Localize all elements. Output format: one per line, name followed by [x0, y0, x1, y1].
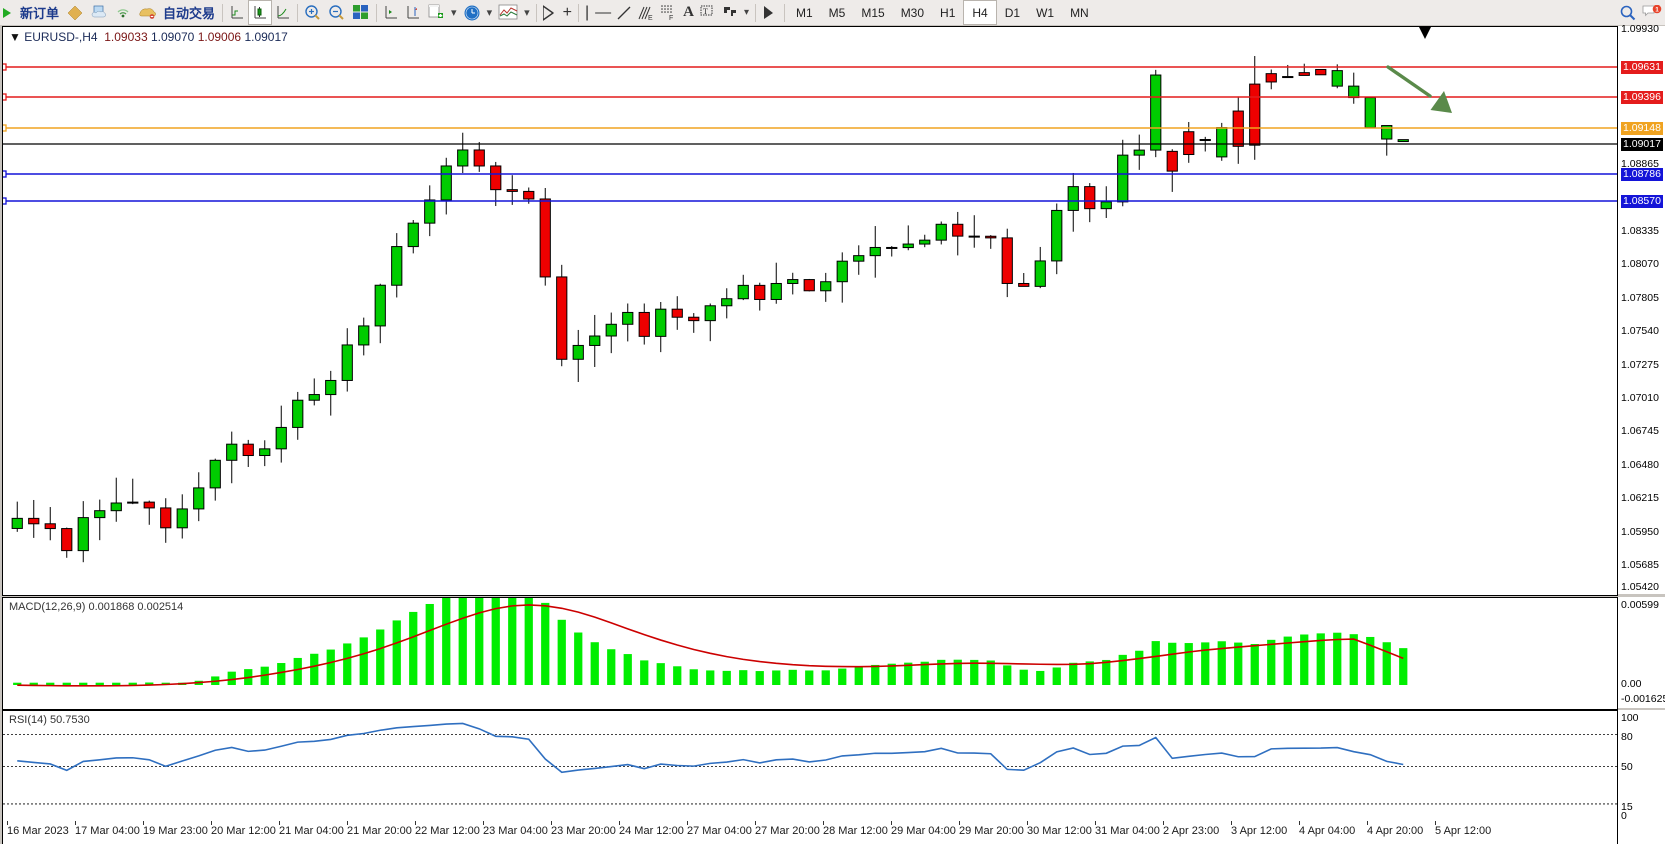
svg-text:1: 1 [1655, 6, 1659, 13]
svg-text:F: F [669, 15, 673, 21]
svg-text:E: E [648, 15, 653, 21]
svg-text:T: T [703, 7, 708, 16]
